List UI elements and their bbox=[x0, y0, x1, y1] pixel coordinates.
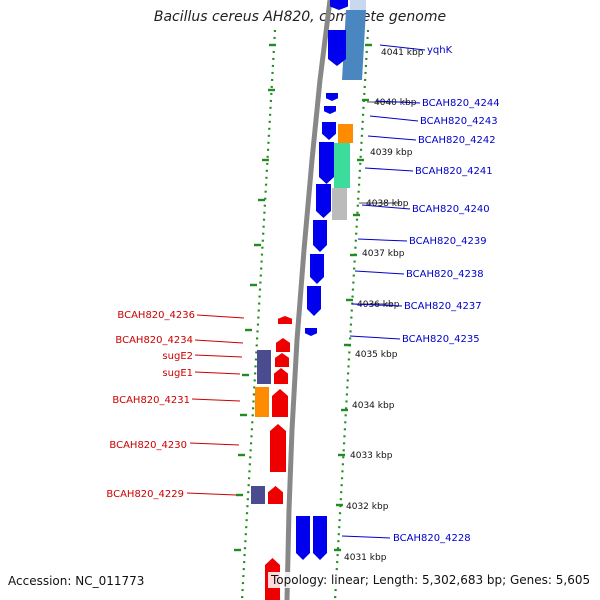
forward-gene-arrow[interactable] bbox=[313, 516, 327, 560]
kbp-tick-label: 4040 kbp bbox=[374, 98, 417, 108]
forward-gene-label[interactable]: BCAH820_4243 bbox=[420, 116, 498, 127]
forward-gene-label[interactable]: BCAH820_4239 bbox=[409, 236, 487, 247]
track-dots bbox=[234, 29, 372, 600]
kbp-tick-label: 4035 kbp bbox=[355, 350, 398, 360]
reverse-gene-label[interactable]: sugE2 bbox=[162, 351, 193, 362]
label-leader-line bbox=[379, 44, 426, 51]
label-leader-line bbox=[367, 135, 417, 141]
feature-block bbox=[338, 124, 353, 143]
forward-gene-arrow[interactable] bbox=[307, 286, 321, 316]
track-dotted-line bbox=[333, 29, 370, 600]
forward-gene-label[interactable]: BCAH820_4237 bbox=[404, 301, 482, 312]
gene-labels[interactable]: yqhK BCAH820_4244 BCAH820_4243 BCAH820_4242… bbox=[106, 44, 500, 544]
forward-gene-arrow[interactable] bbox=[296, 516, 310, 560]
forward-gene-arrow[interactable] bbox=[313, 220, 327, 252]
feature-block bbox=[257, 350, 271, 384]
forward-gene-label[interactable]: BCAH820_4242 bbox=[418, 135, 496, 146]
forward-gene-label[interactable]: BCAH820_4235 bbox=[402, 334, 480, 345]
label-leader-line bbox=[357, 238, 408, 242]
label-leader-line bbox=[194, 354, 243, 358]
forward-gene-arrow[interactable] bbox=[310, 254, 324, 284]
reverse-gene-arrow[interactable] bbox=[275, 353, 289, 367]
forward-gene-label[interactable]: BCAH820_4240 bbox=[412, 204, 490, 215]
label-leader-line bbox=[351, 303, 403, 307]
forward-gene-arrow[interactable] bbox=[316, 184, 331, 218]
reverse-gene-label[interactable]: BCAH820_4236 bbox=[117, 310, 195, 321]
forward-gene-arrow[interactable] bbox=[330, 0, 348, 10]
kbp-tick-label: 4032 kbp bbox=[346, 502, 389, 512]
reverse-gene-arrow[interactable] bbox=[272, 389, 288, 417]
backbone-line bbox=[284, 0, 333, 600]
feature-block bbox=[350, 0, 366, 10]
label-leader-line bbox=[361, 204, 411, 210]
label-leader-line bbox=[364, 167, 414, 172]
forward-gene-arrow[interactable] bbox=[305, 328, 317, 336]
feature-block bbox=[255, 387, 269, 417]
feature-block bbox=[251, 486, 265, 504]
kbp-tick-label: 4037 kbp bbox=[362, 249, 405, 259]
feature-block bbox=[334, 143, 350, 188]
kbp-tick-label: 4034 kbp bbox=[352, 401, 395, 411]
feature-blocks bbox=[251, 0, 366, 504]
forward-gene-label[interactable]: BCAH820_4244 bbox=[422, 98, 500, 109]
genome-backbone bbox=[284, 0, 333, 600]
label-leader-line bbox=[186, 492, 237, 496]
label-leader-line bbox=[341, 535, 391, 539]
track-dotted-line bbox=[240, 29, 277, 600]
gene-arrows[interactable] bbox=[265, 0, 348, 600]
reverse-gene-label[interactable]: sugE1 bbox=[162, 368, 193, 379]
reverse-gene-arrow[interactable] bbox=[278, 316, 292, 324]
kbp-tick-label: 4039 kbp bbox=[370, 148, 413, 158]
kbp-tick-label: 4033 kbp bbox=[350, 451, 393, 461]
reverse-gene-arrow[interactable] bbox=[268, 486, 283, 504]
genome-info-text: Topology: linear; Length: 5,302,683 bp; … bbox=[268, 572, 594, 588]
reverse-gene-label[interactable]: BCAH820_4234 bbox=[115, 335, 193, 346]
forward-gene-arrow[interactable] bbox=[328, 30, 346, 66]
forward-gene-label[interactable]: BCAH820_4238 bbox=[406, 269, 484, 280]
reverse-gene-arrow[interactable] bbox=[274, 368, 288, 384]
feature-block bbox=[332, 188, 347, 220]
kbp-tick-label: 4041 kbp bbox=[381, 48, 424, 58]
forward-gene-arrow[interactable] bbox=[326, 93, 338, 101]
forward-gene-arrow[interactable] bbox=[319, 142, 334, 184]
label-leader-line bbox=[375, 100, 421, 104]
label-leader-line bbox=[349, 335, 401, 340]
forward-gene-arrow[interactable] bbox=[322, 122, 336, 140]
label-leader-line bbox=[194, 371, 241, 375]
label-leader-line bbox=[196, 314, 245, 319]
forward-gene-label[interactable]: BCAH820_4241 bbox=[415, 166, 493, 177]
reverse-gene-label[interactable]: BCAH820_4231 bbox=[112, 395, 190, 406]
reverse-gene-arrow[interactable] bbox=[276, 338, 290, 352]
label-leader-line bbox=[194, 339, 244, 344]
accession-text: Accession: NC_011773 bbox=[8, 574, 145, 588]
kbp-tick-label: 4038 kbp bbox=[366, 199, 409, 209]
label-leader-line bbox=[189, 442, 240, 446]
label-leader-line bbox=[191, 398, 241, 402]
label-leader-line bbox=[369, 115, 419, 122]
reverse-gene-label[interactable]: BCAH820_4230 bbox=[109, 440, 187, 451]
feature-block bbox=[342, 10, 366, 80]
genome-title: Bacillus cereus AH820, complete genome bbox=[153, 9, 447, 25]
forward-gene-arrow[interactable] bbox=[324, 106, 336, 114]
forward-gene-label[interactable]: BCAH820_4228 bbox=[393, 533, 471, 544]
reverse-gene-label[interactable]: BCAH820_4229 bbox=[106, 489, 184, 500]
forward-gene-label[interactable]: yqhK bbox=[427, 45, 453, 56]
label-leader-line bbox=[354, 270, 405, 275]
reverse-gene-arrow[interactable] bbox=[270, 424, 286, 472]
kbp-tick-label: 4031 kbp bbox=[344, 553, 387, 563]
